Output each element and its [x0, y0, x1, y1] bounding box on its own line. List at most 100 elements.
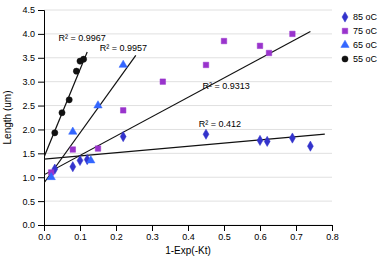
x-axis-title: 1-Exp(-Kt) [165, 245, 211, 256]
trendline [44, 55, 136, 183]
point [81, 56, 87, 62]
point [87, 156, 95, 163]
annotation: R² = 0.412 [199, 119, 241, 129]
tick-mark [38, 34, 44, 35]
legend-item: 55 oC [342, 54, 378, 64]
tick: 0.0 [22, 220, 44, 230]
tick: 0.7 [290, 225, 303, 242]
annotation: R² = 0.9957 [100, 43, 147, 53]
legend-symbol [342, 28, 347, 33]
annotations: R² = 0.412R² = 0.9313R² = 0.9957R² = 0.9… [58, 33, 249, 129]
legend-item: 65 oC [341, 40, 378, 50]
point [119, 60, 127, 67]
tick-mark [38, 177, 44, 178]
tick-label: 3.5 [22, 53, 35, 63]
tick: 0.3 [146, 225, 159, 242]
tick-label: 0.2 [110, 232, 123, 242]
legend-label: 65 oC [353, 40, 378, 50]
point [257, 43, 262, 48]
tick-mark [224, 225, 225, 231]
marks [44, 31, 325, 183]
tick-label: 0.0 [22, 220, 35, 230]
point [69, 127, 77, 134]
chart: 0.0 0.1 0.2 0.3 0.4 0.5 0.6 0.7 0.8 0.0 0.5 1.0 1.5 2… [0, 0, 392, 259]
tick-mark [38, 225, 44, 226]
tick-label: 0.0 [38, 232, 51, 242]
y-axis-title: Length (um) [2, 91, 13, 145]
tick-label: 0.7 [290, 232, 303, 242]
tick-label: 3.0 [22, 77, 35, 87]
annotation: R² = 0.9313 [202, 81, 249, 91]
point [289, 133, 295, 143]
tick-label: 1.0 [22, 173, 35, 183]
axis-line [45, 226, 333, 232]
point [257, 135, 263, 145]
tick-mark [296, 225, 297, 231]
tick-label: 0.4 [182, 232, 195, 242]
tick: 0.0 [38, 225, 51, 242]
tick: 3.0 [22, 77, 44, 87]
point [120, 108, 125, 113]
point [266, 50, 271, 55]
tick: 2.5 [22, 101, 44, 111]
point [307, 141, 313, 151]
tick: 4.0 [22, 29, 44, 39]
legend-symbol [342, 12, 348, 22]
tick-label: 0.6 [254, 232, 267, 242]
grid-line [44, 81, 332, 82]
tick-label: 2.0 [22, 125, 35, 135]
tick: 0.8 [326, 225, 339, 242]
tick-mark [80, 225, 81, 231]
tick-label: 0.3 [146, 232, 159, 242]
series [47, 60, 127, 179]
tick-mark [38, 106, 44, 107]
legend-label: 55 oC [353, 54, 378, 64]
point [52, 130, 58, 136]
legend-item: 85 oC [342, 12, 377, 22]
point [70, 162, 76, 172]
point [66, 97, 72, 103]
tick-mark [152, 225, 153, 231]
y-axis: 0.0 0.5 1.0 1.5 2.0 2.5 3.0 3.5 4.0 4.5 [22, 5, 44, 230]
tick: 3.5 [22, 53, 44, 63]
series [52, 56, 87, 136]
point [95, 146, 100, 151]
point [160, 79, 165, 84]
tick-mark [116, 225, 117, 231]
tick: 2.0 [22, 125, 44, 135]
legend-label: 85 oC [353, 12, 378, 22]
legend-symbol [341, 40, 349, 47]
point [47, 172, 55, 179]
tick-mark [38, 58, 44, 59]
axis-line [38, 11, 45, 226]
tick: 0.2 [110, 225, 123, 242]
tick-mark [38, 82, 44, 83]
legend-label: 75 oC [353, 26, 378, 36]
legend-symbol [342, 56, 348, 62]
tick-mark [38, 201, 44, 202]
point [264, 136, 270, 146]
tick-mark [38, 129, 44, 130]
point [221, 38, 226, 43]
grid-line [44, 105, 332, 106]
tick-label: 4.5 [22, 5, 35, 15]
point [120, 132, 126, 142]
x-axis: 0.00.10.20.30.40.50.60.70.8 [38, 225, 339, 242]
legend-item: 75 oC [342, 26, 377, 36]
tick-label: 0.1 [74, 232, 87, 242]
grid-line [44, 153, 332, 154]
series [52, 129, 313, 174]
tick-mark [332, 225, 333, 231]
grid-line [44, 201, 332, 202]
tick-label: 0.8 [326, 232, 339, 242]
grid [44, 10, 332, 225]
tick: 0.5 [22, 196, 44, 206]
tick: 1.5 [22, 149, 44, 159]
tick: 4.5 [22, 5, 44, 15]
grid-line [44, 129, 332, 130]
point [70, 147, 75, 152]
point [203, 62, 208, 67]
tick-label: 4.0 [22, 29, 35, 39]
tick: 1.0 [22, 173, 44, 183]
grid-line [44, 177, 332, 178]
